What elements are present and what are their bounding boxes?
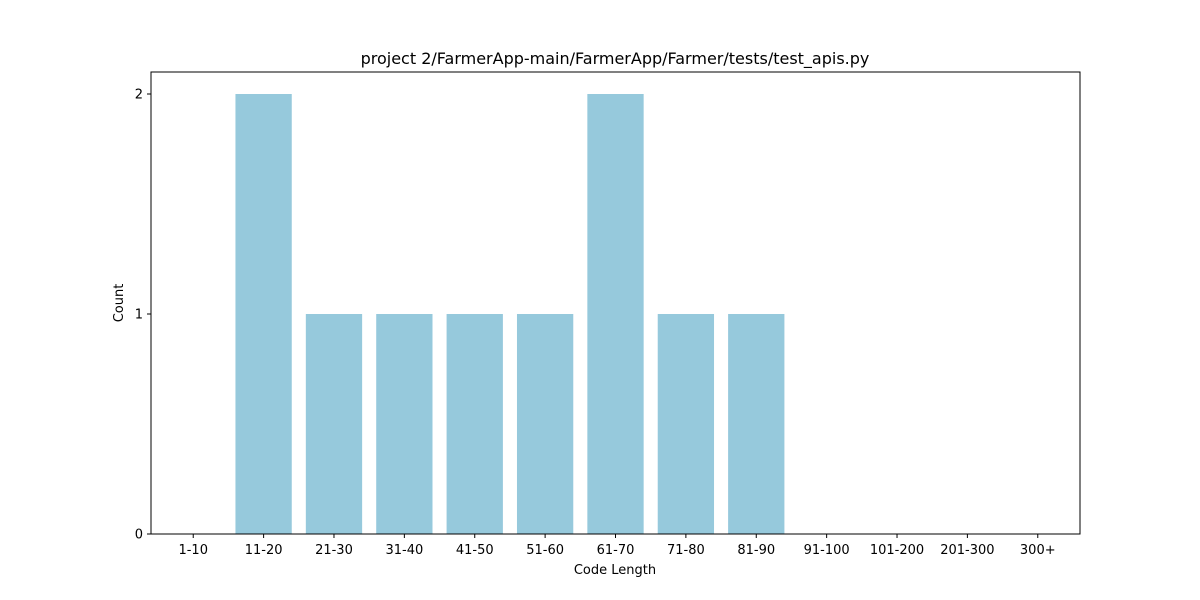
x-tick-label: 41-50 bbox=[456, 543, 494, 558]
x-tick-label: 201-300 bbox=[940, 543, 994, 558]
x-tick-label: 51-60 bbox=[526, 543, 564, 558]
bar-31-40 bbox=[376, 314, 433, 534]
bar-51-60 bbox=[516, 314, 574, 534]
bar-41-50 bbox=[446, 314, 503, 534]
x-tick-label: 61-70 bbox=[597, 543, 635, 558]
bar-81-90 bbox=[728, 314, 785, 534]
y-tick-label: 0 bbox=[135, 528, 143, 543]
chart-title: project 2/FarmerApp-main/FarmerApp/Farme… bbox=[361, 49, 870, 69]
x-tick-label: 91-100 bbox=[804, 543, 850, 558]
plot-frame bbox=[150, 71, 1081, 535]
x-tick-label: 1-10 bbox=[178, 543, 208, 558]
bar-71-80 bbox=[657, 314, 715, 534]
x-tick-label: 300+ bbox=[1020, 543, 1056, 558]
bar-21-30 bbox=[305, 314, 363, 534]
x-tick-label: 21-30 bbox=[315, 543, 353, 558]
x-tick-label: 81-90 bbox=[737, 543, 775, 558]
x-axis-label: Code Length bbox=[574, 563, 656, 578]
x-tick-label: 31-40 bbox=[385, 543, 423, 558]
x-tick-label: 101-200 bbox=[870, 543, 924, 558]
x-tick-label: 71-80 bbox=[667, 543, 705, 558]
bar-61-70 bbox=[587, 94, 644, 534]
y-axis-label: Count bbox=[112, 284, 127, 323]
bar-11-20 bbox=[235, 94, 292, 534]
y-tick-label: 1 bbox=[135, 308, 143, 323]
y-tick-label: 2 bbox=[135, 88, 143, 103]
x-tick-label: 11-20 bbox=[245, 543, 283, 558]
bars-group bbox=[235, 94, 785, 534]
y-ticks-group: 0 1 2 bbox=[135, 88, 151, 543]
x-ticks-group: 1-10 11-20 21-30 31-40 41-50 51-60 61-70 71-80 8… bbox=[178, 534, 1056, 558]
